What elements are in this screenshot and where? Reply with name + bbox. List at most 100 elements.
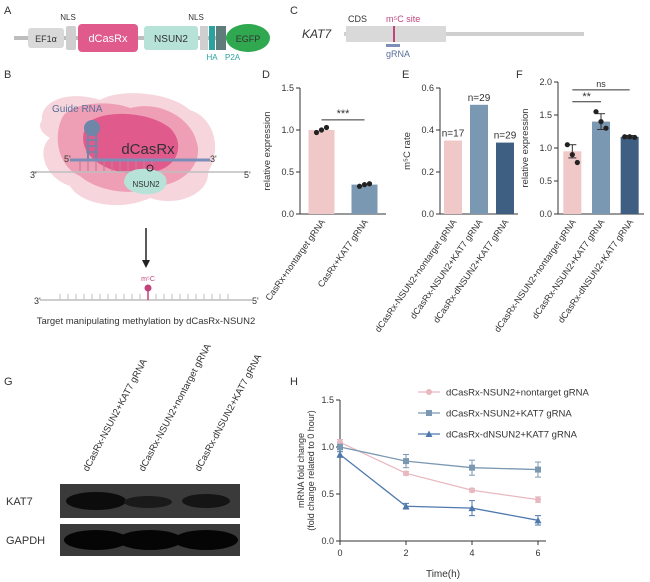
chart-h-point [534,516,542,524]
chart-f-data-point [564,142,570,148]
chart-h-legend-label: dCasRx-NSUN2+nontarget gRNA [446,388,589,399]
chart-h: 0.0 0.5 1.0 1.5 0 2 4 6 Time(h) mRNA fold change(… [296,388,589,581]
panel-label-g: G [4,376,13,388]
panel-label-h: H [290,376,298,388]
nls-left-block [66,26,76,50]
chart-h-y-tick-label: 1.5 [321,395,334,405]
chart-d-data-point [323,124,330,131]
cds-label: CDS [348,14,367,24]
chart-f-y-tick-label: 1.5 [539,110,552,120]
guide-rna-label: Guide RNA [52,104,103,115]
blot-lane-label-3: dCasRx-dNSUN2+KAT7 gRNA [193,352,265,473]
chart-d-category-label: CasRx+KAT7 gRNA [316,217,370,289]
chart-e-bar [496,142,514,214]
strand-5-label: 5' [64,154,71,164]
m5c-mark-label: m⁵C [141,276,155,283]
chart-d-y-tick-label: 0.5 [281,167,294,177]
chart-f-sig-label: ns [596,79,606,89]
blot-lane-label-1: dCasRx-NSUN2+KAT7 gRNA [81,357,150,474]
band-kat7-2 [124,496,172,508]
chart-f-y-tick-label: 0.0 [539,209,552,219]
chart-e-y-tick-label: 0.2 [421,167,434,177]
chart-f-y-tick-label: 0.5 [539,176,552,186]
nsun2-label: NSUN2 [154,34,188,45]
chart-h-series-line [339,454,539,521]
grna-mark [386,44,400,47]
chart-f-data-point [593,109,599,115]
band-kat7-1 [66,492,126,510]
chart-h-point [336,451,344,458]
chart-h-y-tick-label: 1.0 [321,442,334,452]
chart-d-sig-label: *** [337,108,351,120]
egfp-block [226,24,270,52]
blot-row-label-kat7: KAT7 [6,496,33,508]
dcasrx-block [78,24,138,52]
chart-f-data-point [598,119,604,125]
chart-d-data-point [313,129,320,136]
chart-e-bar [470,104,488,214]
chart-d-data-point [361,182,368,188]
chart-h-x-tick-label: 6 [535,548,540,558]
mechanism-diagram: Guide RNA dCasRx NSUN2 5' 3' 3' 5' m⁵C 3… [30,93,259,327]
p2a-block [216,26,226,50]
dcasrx-label: dCasRx [88,33,128,45]
chart-h-legend-marker [426,410,432,416]
chart-h-x-tick-label: 4 [469,548,474,558]
chart-h-point [535,466,541,473]
chart-f-bar [620,136,639,214]
chart-h-y-tick-label: 0.0 [321,536,334,546]
kat7-schematic: KAT7 CDS m⁵C site gRNA [302,14,584,59]
egfp-label: EGFP [236,34,261,44]
band-gapdh-3 [174,530,238,550]
chart-f-bar [592,121,610,214]
mechanism-caption: Target manipulating methylation by dCasR… [37,316,256,327]
chart-e-y-tick-label: 0.0 [421,209,434,219]
chart-h-legend-marker [425,430,433,437]
ha-label: HA [206,53,218,62]
m5c-mark [144,284,152,292]
nsun2-block [144,26,198,50]
blot-row-label-gapdh: GAPDH [6,535,45,547]
chart-f-data-point [622,134,628,140]
chart-h-point [469,464,475,471]
chart-d-data-point [366,181,373,187]
chart-h-series-line [339,441,539,501]
chart-h-series-line [339,446,539,471]
strand-5c-label: 5' [252,296,259,306]
chart-h-legend-label: dCasRx-dNSUN2+KAT7 gRNA [446,430,578,441]
western-blot: dCasRx-NSUN2+KAT7 gRNA dCasRx-NSUN2+nont… [6,342,264,556]
band-gapdh-1 [64,530,128,550]
chart-f-data-point [569,152,575,158]
dcasrx-protein-label: dCasRx [121,141,175,158]
chart-h-point [403,458,409,465]
ef1a-block [28,28,64,48]
chart-d-y-tick-label: 1.5 [281,83,294,93]
chart-h-point [337,444,343,450]
nls-right-label: NLS [188,13,204,22]
ef1a-label: EF1α [35,34,57,44]
chart-h-y-tick-label: 0.5 [321,489,334,499]
chart-d-y-tick-label: 1.0 [281,125,294,135]
chart-f-data-point [603,125,609,131]
chart-e-y-tick-label: 0.4 [421,125,434,135]
panel-label-d: D [262,69,270,81]
chart-e-bar-label: n=29 [494,131,517,142]
strand-3c-label: 3' [34,296,41,306]
chart-f-bar [563,151,582,214]
chart-f-y-tick-label: 2.0 [539,77,552,87]
construct-diagram: EF1α NLS dCasRx NSUN2 NLS HA P2A EGFP [14,13,270,62]
panel-label-e: E [402,69,409,81]
chart-d-y-tick-label: 0.0 [281,209,294,219]
chart-d-bar [351,184,378,214]
chart-h-point [535,496,541,503]
chart-h-point [468,504,476,512]
chart-h-y-label-2: (fold change related to 0 hour) [306,410,316,531]
band-gapdh-2 [118,530,182,550]
chart-f-data-point [627,134,633,140]
chart-d-data-point [318,127,325,133]
chart-f-sig-label: ** [582,91,591,103]
nls-left-label: NLS [60,13,76,22]
m5c-site-label: m⁵C site [386,14,420,24]
